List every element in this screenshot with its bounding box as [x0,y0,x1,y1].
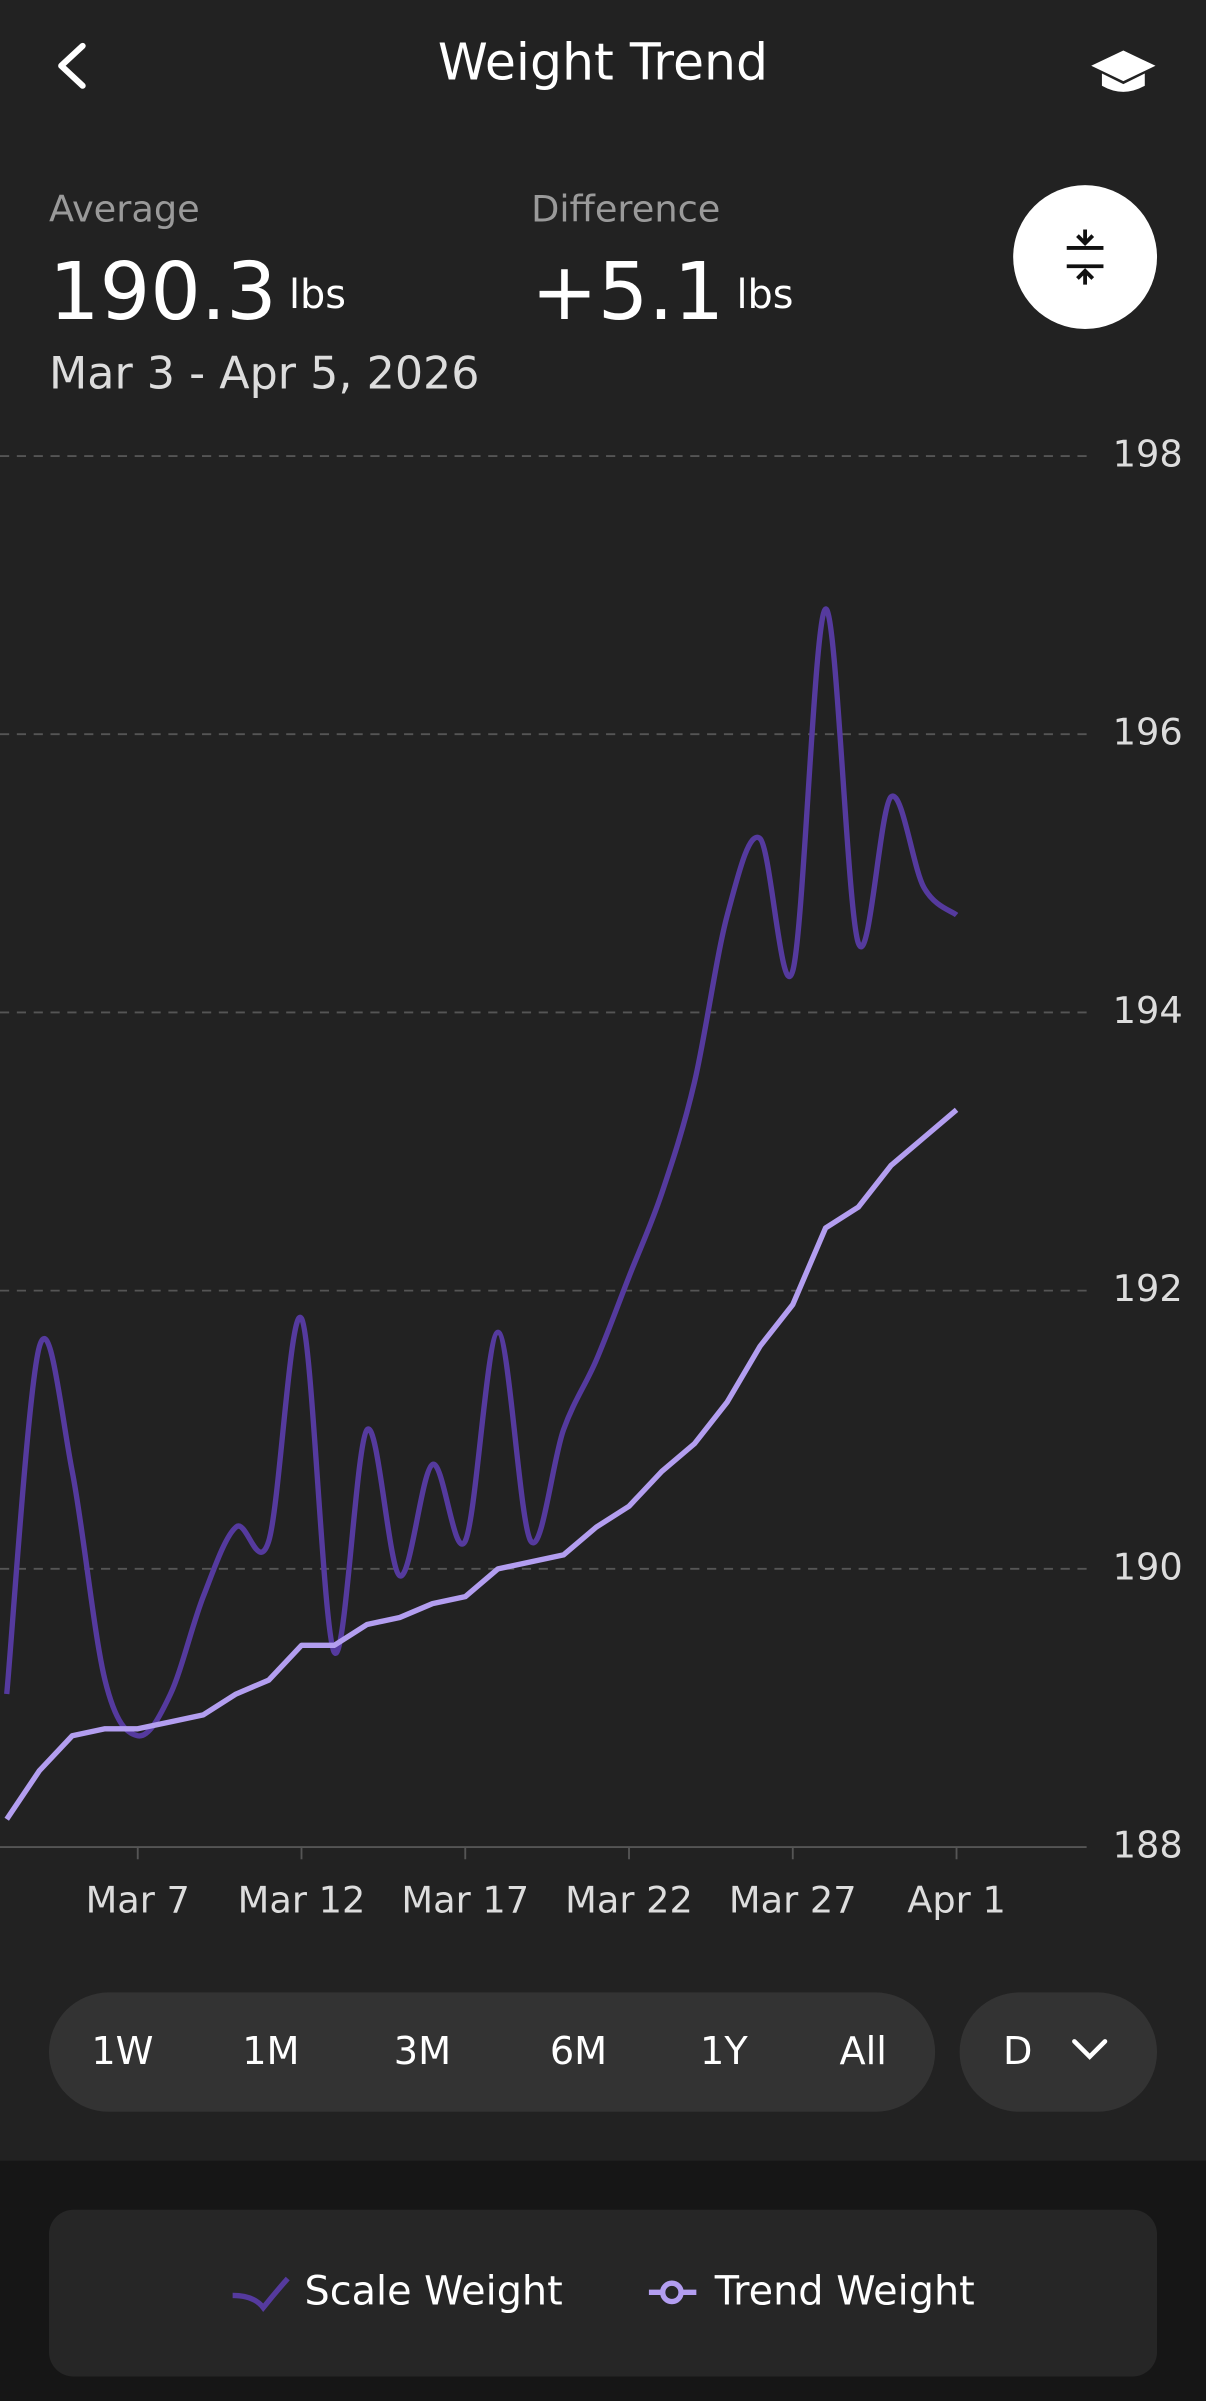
range-button[interactable]: 1M [242,2029,299,2074]
chart: 188 190 192 194 196 198 Mar 7 Mar 12 Mar 17 Mar 2… [0,433,1183,1922]
x-tick-label: Mar 22 [565,1879,693,1922]
average: 190.3 lbs [49,245,346,338]
average-value: 190.3 [49,245,277,338]
average-label: Average [49,188,200,231]
granularity-label: D [1003,2029,1032,2074]
range-buttons: 1W 1M 3M 6M 1Y All [91,2029,887,2074]
x-tick-label: Apr 1 [907,1879,1006,1922]
legend-label: Scale Weight [305,2268,563,2314]
x-tick-label: Mar 27 [729,1879,857,1922]
learn-button[interactable] [1091,50,1156,92]
y-tick-label: 194 [1113,989,1183,1032]
legend-icon [232,2276,290,2313]
series-line [4,1107,959,1821]
range-bar [48,1992,936,2112]
date-range: Mar 3 - Apr 5, 2026 [49,348,480,399]
legend-icon [660,2280,684,2305]
average-unit: lbs [289,271,346,317]
compress-button[interactable] [1013,185,1158,330]
x-tick-label: Mar 12 [238,1879,366,1922]
range-button[interactable]: 1Y [700,2029,748,2074]
difference-label: Difference [531,188,720,231]
x-tick-label: Mar 7 [86,1879,190,1922]
title: Weight Trend [438,32,768,91]
difference: +5.1 lbs [531,245,793,338]
y-tick-label: 190 [1113,1545,1183,1588]
range-button[interactable]: 3M [394,2029,451,2074]
y-tick-label: 198 [1113,433,1183,476]
range-button[interactable]: All [839,2029,886,2074]
y-tick-label: 192 [1113,1267,1183,1310]
legend: Scale Weight Trend Weight [232,2268,975,2314]
series-line [4,606,959,1739]
difference-unit: lbs [737,271,794,317]
x-tick-label: Mar 17 [401,1879,529,1922]
difference-value: +5.1 [531,245,724,338]
range-button[interactable]: 6M [550,2029,607,2074]
granularity-dropdown[interactable] [959,1992,1158,2112]
legend-label: Trend Weight [714,2268,975,2314]
legend-card [48,2209,1158,2377]
y-tick-label: 188 [1113,1824,1183,1867]
back-button[interactable] [58,42,86,89]
y-tick-label: 196 [1113,711,1183,754]
range-button[interactable]: 1W [91,2029,153,2074]
